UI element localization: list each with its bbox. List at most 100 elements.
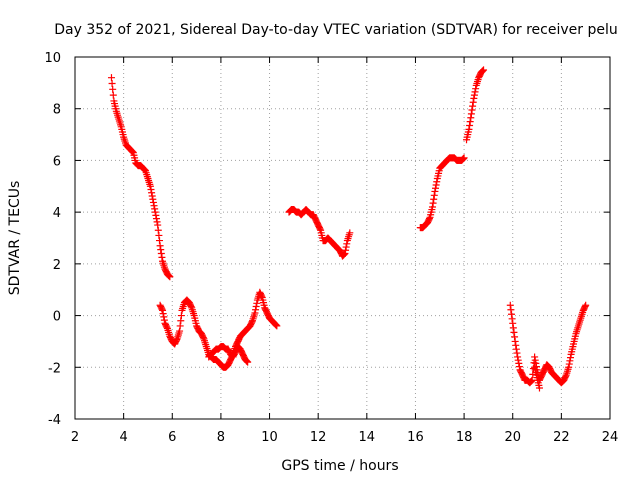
data-point-plus <box>149 198 157 206</box>
data-point-plus <box>470 91 478 99</box>
grid <box>75 57 610 419</box>
data-point-plus <box>148 189 156 197</box>
data-point-plus <box>129 148 137 156</box>
data-point-plus <box>428 203 436 211</box>
data-point-plus <box>511 333 519 341</box>
data-point-plus <box>148 192 156 200</box>
data-point-plus <box>565 360 573 368</box>
series-segment-6 <box>463 66 488 144</box>
data-point-plus <box>459 154 467 162</box>
data-point-plus <box>258 292 266 300</box>
data-point-plus <box>566 357 574 365</box>
data-point-plus <box>152 215 160 223</box>
data-point-plus <box>429 199 437 207</box>
data-point-plus <box>531 356 539 364</box>
data-point-plus <box>467 114 475 122</box>
chart-title: Day 352 of 2021, Sidereal Day-to-day VTE… <box>54 22 617 38</box>
y-tick-label: 8 <box>53 103 61 118</box>
data-point-plus <box>508 315 516 323</box>
data-point-plus <box>581 303 589 311</box>
data-point-plus <box>152 211 160 219</box>
data-point-plus <box>565 363 573 371</box>
data-point-plus <box>509 324 517 332</box>
data-point-plus <box>199 334 207 342</box>
x-tick-label: 22 <box>553 430 570 445</box>
data-point-plus <box>480 66 488 74</box>
data-point-plus <box>166 273 174 281</box>
data-point-plus <box>149 195 157 203</box>
data-point-plus <box>253 299 261 307</box>
data-point-plus <box>470 94 478 102</box>
data-point-plus <box>433 178 441 186</box>
data-point-plus <box>176 327 184 335</box>
data-point-plus <box>272 321 280 329</box>
data-markers <box>107 66 590 392</box>
data-point-plus <box>151 205 159 213</box>
data-point-plus <box>272 321 280 329</box>
data-point-plus <box>531 353 539 361</box>
x-tick-label: 6 <box>168 430 176 445</box>
data-point-plus <box>160 316 168 324</box>
data-point-plus <box>510 328 518 336</box>
data-point-plus <box>154 226 162 234</box>
axis-ticks <box>74 56 611 420</box>
x-tick-label: 16 <box>407 430 424 445</box>
data-point-plus <box>511 337 519 345</box>
series-segment-2 <box>156 288 281 371</box>
data-point-plus <box>341 250 349 258</box>
data-point-plus <box>425 215 433 223</box>
data-point-plus <box>252 303 260 311</box>
data-point-plus <box>515 363 523 371</box>
data-point-plus <box>342 246 350 254</box>
x-tick-label: 4 <box>119 430 127 445</box>
data-point-plus <box>242 357 250 365</box>
data-point-plus <box>472 85 480 93</box>
series-segment-8 <box>531 363 543 392</box>
x-tick-label: 10 <box>261 430 278 445</box>
data-point-plus <box>273 322 281 330</box>
data-point-plus <box>468 106 476 114</box>
x-tick-label: 14 <box>359 430 376 445</box>
data-point-plus <box>165 272 173 280</box>
data-point-plus <box>346 229 354 237</box>
data-point-plus <box>147 186 155 194</box>
data-point-plus <box>160 313 168 321</box>
data-point-plus <box>159 310 167 318</box>
data-point-plus <box>187 303 195 311</box>
data-point-plus <box>159 306 167 314</box>
data-point-plus <box>153 218 161 226</box>
data-point-plus <box>146 182 154 190</box>
y-axis-label: SDTVAR / TECUs <box>7 181 23 296</box>
x-axis-label: GPS time / hours <box>281 458 398 474</box>
data-point-plus <box>460 154 468 162</box>
series-segment-5 <box>416 154 468 232</box>
y-tick-label: 2 <box>53 258 61 273</box>
y-tick-label: -2 <box>48 361 61 376</box>
data-point-plus <box>512 345 520 353</box>
data-point-plus <box>507 306 515 314</box>
y-tick-label: 4 <box>53 206 61 221</box>
data-point-plus <box>512 341 520 349</box>
data-point-plus <box>508 310 516 318</box>
data-point-plus <box>243 357 251 365</box>
data-point-plus <box>128 147 136 155</box>
data-point-plus <box>252 306 260 314</box>
data-point-plus <box>157 250 165 258</box>
data-point-plus <box>154 221 162 229</box>
data-point-plus <box>316 225 324 233</box>
data-point-plus <box>566 354 574 362</box>
data-point-plus <box>156 242 164 250</box>
data-point-plus <box>176 322 184 330</box>
data-point-plus <box>509 319 517 327</box>
data-point-plus <box>340 251 348 259</box>
data-point-plus <box>248 318 256 326</box>
plot-frame <box>74 56 611 420</box>
data-point-plus <box>151 208 159 216</box>
series-segment-4 <box>285 206 354 260</box>
data-point-plus <box>465 125 473 133</box>
data-point-plus <box>340 250 348 258</box>
data-point-plus <box>342 243 350 251</box>
series-segment-7 <box>506 301 590 387</box>
data-point-plus <box>467 110 475 118</box>
y-tick-label: 6 <box>53 154 61 169</box>
